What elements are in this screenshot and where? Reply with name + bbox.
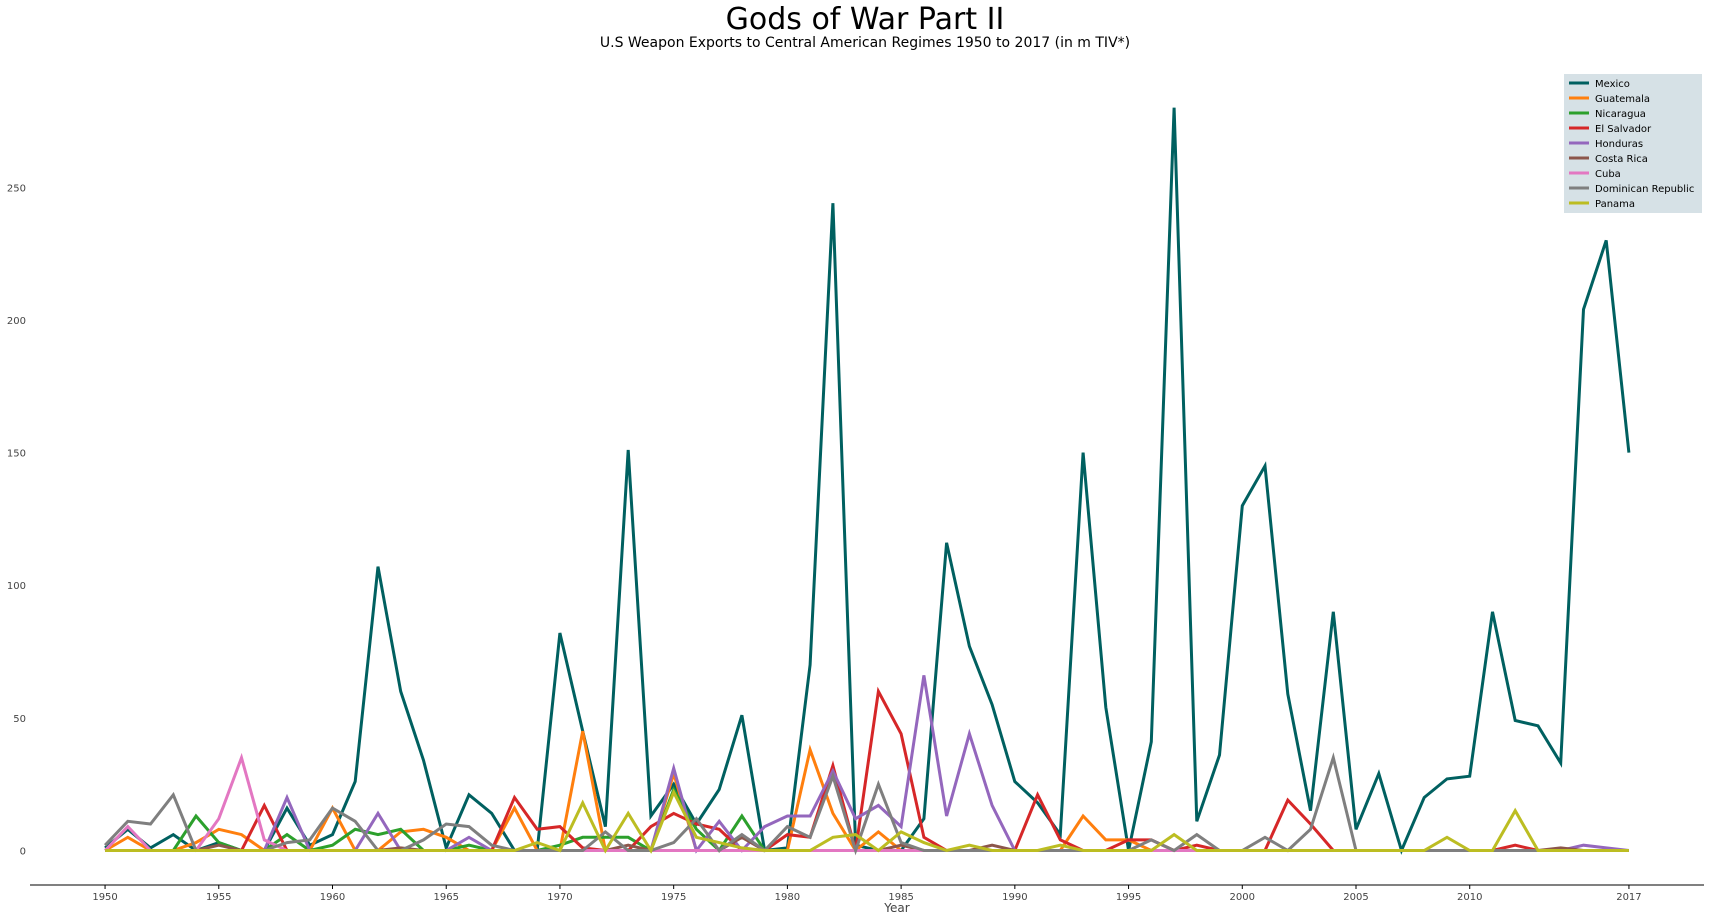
x-tick-label: 1995 xyxy=(1116,892,1141,903)
y-tick-label: 100 xyxy=(7,581,26,592)
x-tick-label: 2000 xyxy=(1230,892,1255,903)
x-tick-label: 1985 xyxy=(888,892,913,903)
x-tick-label: 1980 xyxy=(775,892,800,903)
legend-label: Guatemala xyxy=(1595,94,1650,105)
y-tick-label: 150 xyxy=(7,449,26,460)
x-tick-label: 1955 xyxy=(206,892,231,903)
x-tick-label: 1965 xyxy=(433,892,458,903)
series-line-el-salvador xyxy=(105,686,1629,853)
chart-subtitle: U.S Weapon Exports to Central American R… xyxy=(599,35,1131,51)
series-line-mexico xyxy=(104,107,1631,855)
x-axis-label: Year xyxy=(883,901,909,915)
series-lines xyxy=(104,107,1631,856)
legend-label: Nicaragua xyxy=(1595,109,1646,120)
legend-label: Cuba xyxy=(1595,169,1621,180)
x-tick-label: 2017 xyxy=(1616,892,1641,903)
x-tick-label: 1960 xyxy=(320,892,345,903)
y-tick-label: 0 xyxy=(20,847,26,858)
y-tick-label: 50 xyxy=(13,714,26,725)
legend-label: Mexico xyxy=(1595,79,1630,90)
y-tick-label: 250 xyxy=(7,183,26,194)
legend-label: Dominican Republic xyxy=(1595,184,1694,195)
x-tick-label: 2005 xyxy=(1343,892,1368,903)
x-tick-label: 1970 xyxy=(547,892,572,903)
axes: 1950 1955 1960 1965 1970 1975 1980 1985 1990 1995… xyxy=(7,183,1704,915)
chart-title: Gods of War Part II xyxy=(725,2,1005,37)
series-line-panama xyxy=(105,788,1629,854)
legend-label: Panama xyxy=(1595,199,1635,210)
legend-label: El Salvador xyxy=(1595,124,1652,135)
x-tick-label: 1950 xyxy=(92,892,117,903)
x-tick-label: 1975 xyxy=(661,892,686,903)
y-tick-label: 200 xyxy=(7,316,26,327)
legend[interactable]: Mexico Guatemala Nicaragua El Salvador Hondu… xyxy=(1564,74,1702,213)
legend-label: Honduras xyxy=(1595,139,1643,150)
x-tick-label: 2010 xyxy=(1457,892,1482,903)
legend-label: Costa Rica xyxy=(1595,154,1648,165)
x-tick-label: 1990 xyxy=(1002,892,1027,903)
